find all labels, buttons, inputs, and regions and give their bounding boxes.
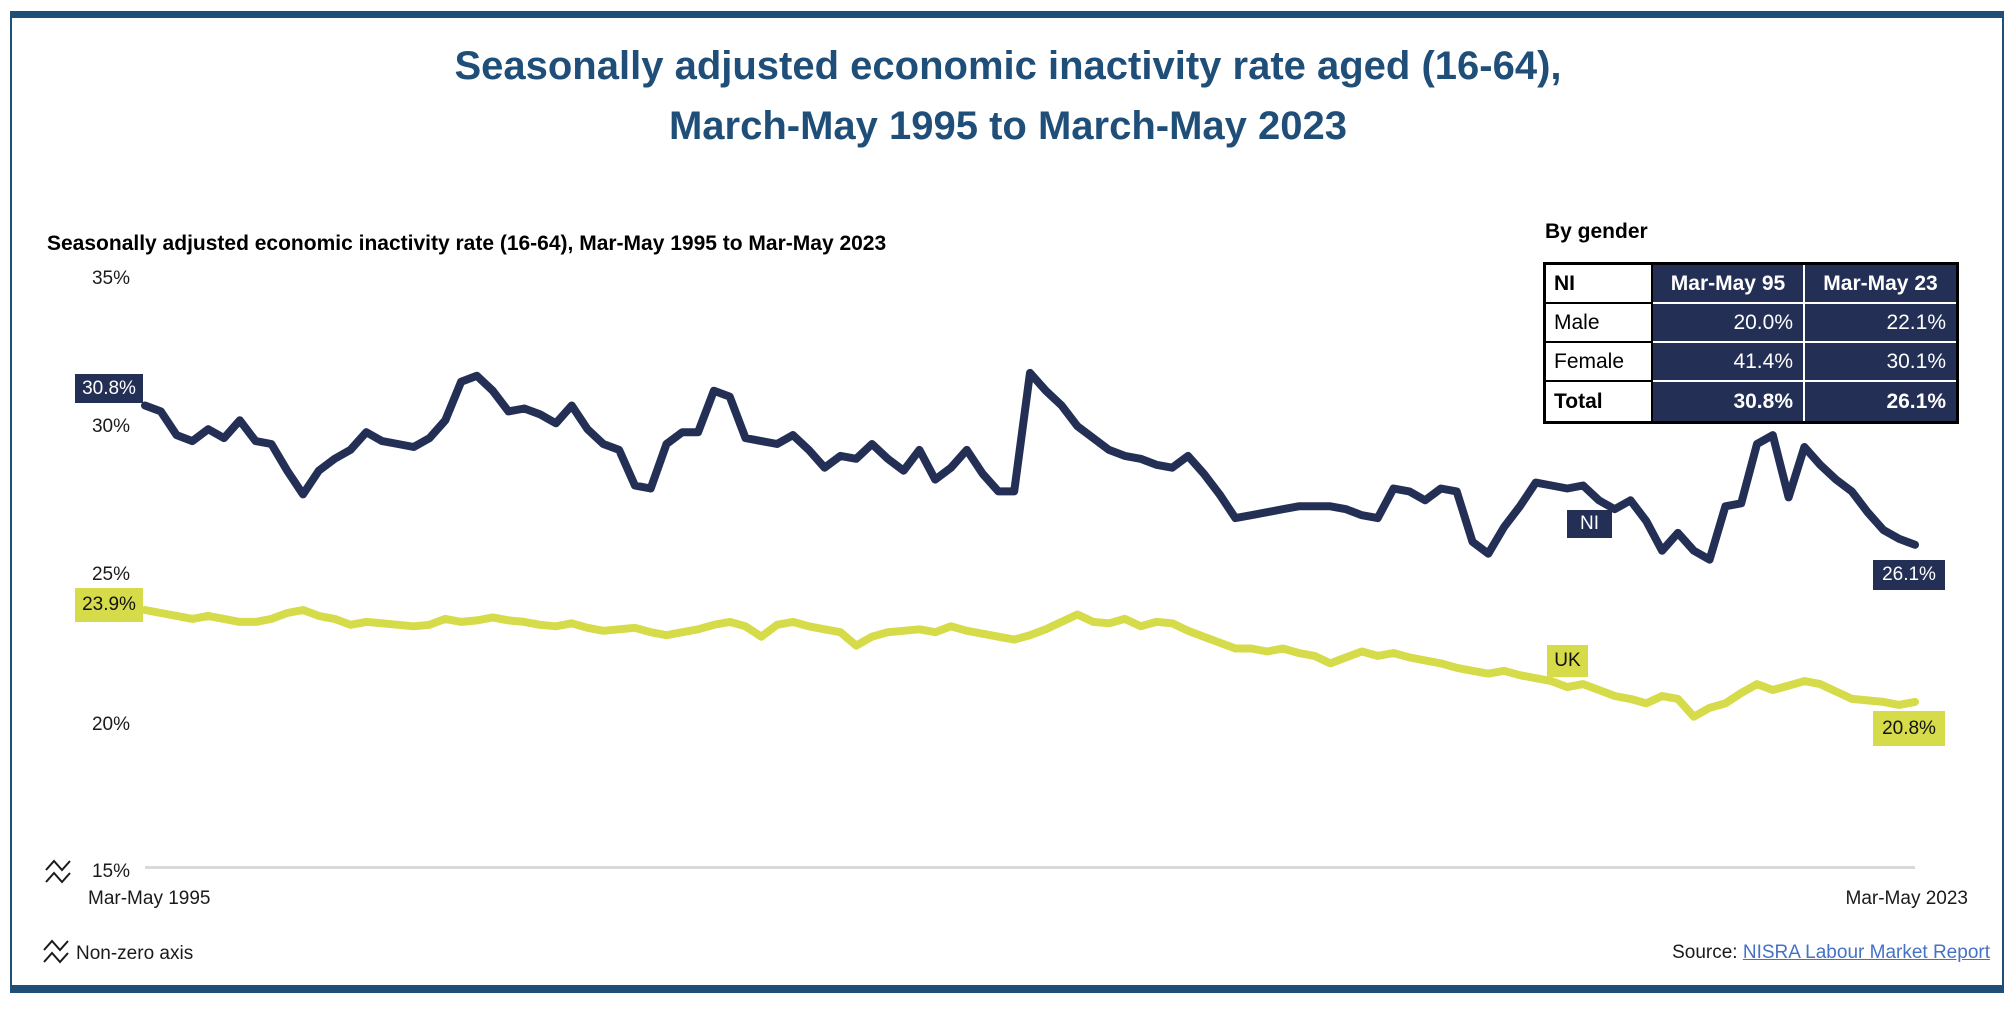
x-axis-right-label: Mar-May 2023: [1845, 888, 1969, 909]
ytick-25: 25%: [91, 564, 130, 585]
ytick-30: 30%: [91, 416, 130, 437]
gender-table-row-female: Female 41.4% 30.1%: [1546, 343, 1956, 382]
non-zero-axis-note: Non-zero axis: [76, 943, 194, 964]
ytick-15: 15%: [91, 861, 130, 882]
uk-start-value-label: 23.9%: [75, 588, 143, 622]
gender-table-title: By gender: [1545, 220, 1648, 243]
gender-table-corner-cell: NI: [1546, 265, 1653, 304]
gender-table-col1-header: Mar-May 95: [1653, 265, 1805, 304]
gender-table-col2-header: Mar-May 23: [1805, 265, 1956, 304]
row-label: Female: [1546, 343, 1653, 382]
row-label: Male: [1546, 304, 1653, 343]
non-zero-axis-icon: [43, 939, 69, 964]
female-1995-value: 41.4%: [1653, 343, 1805, 382]
row-label: Total: [1546, 382, 1653, 421]
ytick-20: 20%: [91, 714, 130, 735]
gender-table: NI Mar-May 95 Mar-May 23 Male 20.0% 22.1…: [1543, 262, 1959, 424]
gender-table-header-row: NI Mar-May 95 Mar-May 23: [1546, 265, 1956, 304]
male-1995-value: 20.0%: [1653, 304, 1805, 343]
source-line: Source: NISRA Labour Market Report: [1672, 942, 1990, 964]
x-axis-baseline: [145, 866, 1915, 869]
total-1995-value: 30.8%: [1653, 382, 1805, 421]
x-axis-left-label: Mar-May 1995: [88, 888, 211, 909]
ni-series-line: [141, 368, 1919, 564]
gender-table-row-male: Male 20.0% 22.1%: [1546, 304, 1956, 343]
broken-axis-icon: [45, 859, 71, 884]
uk-series-line: [141, 606, 1919, 721]
page-title-line1: Seasonally adjusted economic inactivity …: [454, 44, 1562, 88]
ni-series-tag: NI: [1567, 510, 1612, 538]
uk-series-tag: UK: [1547, 645, 1588, 677]
ni-end-value-label: 26.1%: [1873, 560, 1945, 590]
slide-border-frame: [10, 11, 2004, 993]
ni-start-value-label: 30.8%: [75, 374, 143, 403]
ytick-35: 35%: [91, 268, 130, 289]
page-title-line2: March-May 1995 to March-May 2023: [668, 104, 1348, 148]
gender-table-row-total: Total 30.8% 26.1%: [1546, 382, 1956, 421]
source-link[interactable]: NISRA Labour Market Report: [1742, 942, 1990, 963]
male-2023-value: 22.1%: [1805, 304, 1956, 343]
page-title: Seasonally adjusted economic inactivity …: [0, 36, 2016, 156]
chart-subtitle: Seasonally adjusted economic inactivity …: [47, 232, 887, 255]
total-2023-value: 26.1%: [1805, 382, 1956, 421]
female-2023-value: 30.1%: [1805, 343, 1956, 382]
uk-end-value-label: 20.8%: [1873, 711, 1945, 746]
source-prefix: Source:: [1672, 942, 1743, 963]
